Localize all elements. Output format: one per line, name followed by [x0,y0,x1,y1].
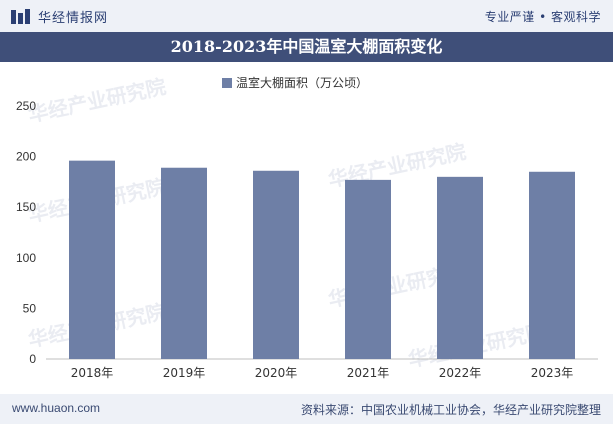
bar [69,160,115,359]
top-bar: 华经情报网 专业严谨 • 客观科学 [0,0,613,32]
y-tick-label: 250 [16,99,36,113]
brand-logo-icon [11,8,30,24]
bar-series [69,160,575,359]
y-tick-label: 50 [23,301,37,315]
legend-label: 温室大棚面积（万公顷） [236,75,368,90]
x-tick-label: 2021年 [347,366,390,380]
footer-url[interactable]: www.huaon.com [12,401,101,415]
slogan: 专业严谨 • 客观科学 [484,10,601,24]
brand-name: 华经情报网 [38,11,109,26]
y-tick-label: 100 [16,251,36,265]
x-tick-label: 2020年 [255,366,298,380]
y-axis: 0 50 100 150 200 250 [16,99,598,366]
legend: 温室大棚面积（万公顷） [222,75,368,90]
footer: www.huaon.com 资料来源：中国农业机械工业协会，华经产业研究院整理 [0,394,613,424]
bar-chart: 华经产业研究院华经产业研究院华经产业研究院华经产业研究院华经产业研究院华经产业研… [16,74,598,380]
y-tick-label: 150 [16,200,36,214]
bar [345,179,391,359]
legend-swatch [222,78,232,88]
x-tick-label: 2022年 [439,366,482,380]
x-tick-label: 2019年 [163,366,206,380]
x-axis: 2018年 2019年 2020年 2021年 2022年 2023年 [71,366,574,380]
title-bar: 2018-2023年中国温室大棚面积变化 [0,32,613,62]
bar [529,171,575,359]
y-tick-label: 0 [29,352,36,366]
chart-title: 2018-2023年中国温室大棚面积变化 [170,37,443,56]
y-tick-label: 200 [16,150,36,164]
watermark-text: 华经产业研究院 [26,74,168,127]
bar [161,167,207,359]
bar [253,170,299,359]
x-tick-label: 2023年 [531,366,574,380]
footer-source: 资料来源：中国农业机械工业协会，华经产业研究院整理 [300,403,601,417]
bar [437,176,483,359]
x-tick-label: 2018年 [71,366,114,380]
brand-logo[interactable]: 华经情报网 [10,7,108,26]
